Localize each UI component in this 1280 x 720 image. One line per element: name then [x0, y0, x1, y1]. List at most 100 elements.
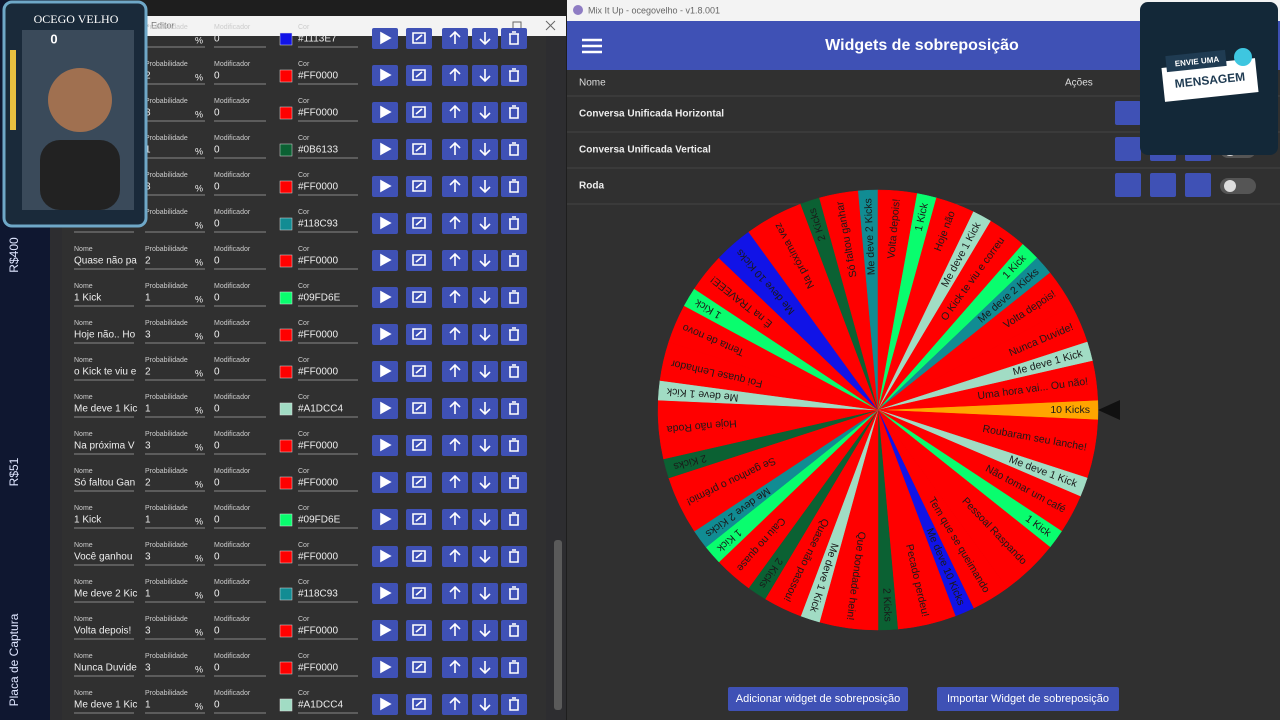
- field-value: 0: [214, 293, 220, 304]
- widget-action[interactable]: [1115, 173, 1141, 197]
- field-label: Cor: [298, 172, 310, 179]
- row: NomeProbabilidade2%Modificador0Cor#FF000…: [74, 61, 527, 86]
- field-value: 0: [214, 626, 220, 637]
- field-value: Me deve 2 Kic: [74, 589, 137, 600]
- field-label: Cor: [298, 320, 310, 327]
- field-value: 0: [214, 552, 220, 563]
- field-label: Probabilidade: [145, 542, 188, 549]
- field-label: Modificador: [214, 135, 251, 142]
- row-button-icon: [412, 661, 426, 673]
- row-button[interactable]: [501, 509, 527, 530]
- field-value: 1 Kick: [74, 515, 102, 526]
- field-label: Cor: [298, 61, 310, 68]
- field-value: 0: [214, 330, 220, 341]
- field-label: Modificador: [214, 320, 251, 327]
- field-label: Modificador: [214, 283, 251, 290]
- row-button-icon: [412, 365, 426, 377]
- row-button-icon: [380, 179, 392, 193]
- action-button[interactable]: [728, 687, 908, 711]
- row: NomeProbabilidade3%Modificador0Cor#FF000…: [74, 172, 527, 197]
- field-label: Modificador: [214, 690, 251, 697]
- widget-action[interactable]: [1115, 137, 1141, 161]
- row-button[interactable]: [501, 176, 527, 197]
- row-button-icon: [449, 141, 461, 155]
- row-button[interactable]: [501, 65, 527, 86]
- row: Nome Quase não pa Probabilidade 2 % Modificad…: [74, 246, 527, 271]
- row-button-icon: [412, 69, 426, 81]
- row-button-icon: [412, 476, 426, 488]
- row-button[interactable]: [501, 213, 527, 234]
- field-label: Modificador: [214, 542, 251, 549]
- message-badge: ENVIE UMA MENSAGEM: [1140, 2, 1278, 155]
- row-button[interactable]: [501, 139, 527, 160]
- row-button[interactable]: [501, 361, 527, 382]
- row-button[interactable]: [501, 620, 527, 641]
- field-label: Cor: [298, 505, 310, 512]
- widget-action[interactable]: [1150, 173, 1176, 197]
- row-button[interactable]: [501, 546, 527, 567]
- field-value: 0: [214, 108, 220, 119]
- field-value: 1: [145, 700, 151, 711]
- field-value: Volta depois!: [74, 626, 131, 637]
- color-swatch: [279, 217, 293, 231]
- widget-action[interactable]: [1115, 101, 1141, 125]
- field-value: #FF0000: [298, 256, 338, 267]
- percent-sign: %: [195, 479, 203, 489]
- field-value: Você ganhou: [74, 552, 132, 563]
- menu-button[interactable]: [582, 38, 602, 54]
- field-value: #A1DCC4: [298, 404, 343, 415]
- widget-action[interactable]: [1185, 173, 1211, 197]
- row-button[interactable]: [501, 657, 527, 678]
- row-button[interactable]: [501, 398, 527, 419]
- row-button-icon: [449, 363, 461, 377]
- widget-name: Roda: [579, 181, 604, 192]
- row: Nome Você ganhou Probabilidade 3 % Modificado…: [74, 542, 527, 567]
- row-button-icon: [412, 513, 426, 525]
- field-label: Nome: [74, 653, 93, 660]
- field-label: Cor: [298, 246, 310, 253]
- action-button[interactable]: [937, 687, 1119, 711]
- field-value: Quase não pa: [74, 256, 137, 267]
- field-label: Cor: [298, 468, 310, 475]
- row-button[interactable]: [501, 583, 527, 604]
- row-button-icon: [449, 696, 461, 710]
- field-value: Nunca Duvide: [74, 663, 137, 674]
- row-button[interactable]: [501, 287, 527, 308]
- action-button-label: Importar Widget de sobreposição: [947, 693, 1109, 705]
- field-label: Modificador: [214, 357, 251, 364]
- row-button-icon: [380, 586, 392, 600]
- close-button[interactable]: [545, 20, 556, 31]
- column-header: Ações: [1065, 78, 1093, 89]
- field-label: Nome: [74, 542, 93, 549]
- field-label: Modificador: [214, 61, 251, 68]
- field-value: 3: [145, 663, 151, 674]
- row-button[interactable]: [501, 250, 527, 271]
- field-label: Modificador: [214, 246, 251, 253]
- field-label: Nome: [74, 616, 93, 623]
- column-header: Nome: [579, 78, 606, 89]
- field-label: Nome: [74, 468, 93, 475]
- row-button-icon: [380, 68, 392, 82]
- percent-sign: %: [195, 72, 203, 82]
- row-button[interactable]: [501, 694, 527, 715]
- row-button-icon: [449, 511, 461, 525]
- color-swatch: [279, 476, 293, 490]
- field-label: Nome: [74, 246, 93, 253]
- row-button[interactable]: [501, 324, 527, 345]
- row-button[interactable]: [501, 102, 527, 123]
- row-button-icon: [509, 549, 519, 563]
- row-button[interactable]: [501, 472, 527, 493]
- field-label: Modificador: [214, 394, 251, 401]
- row-button[interactable]: [501, 435, 527, 456]
- side-label: R$400: [7, 237, 21, 273]
- field-value: 0: [214, 34, 220, 45]
- scrollbar[interactable]: [554, 540, 562, 710]
- percent-sign: %: [195, 590, 203, 600]
- field-value: #FF0000: [298, 71, 338, 82]
- row-button[interactable]: [501, 28, 527, 49]
- row-button-icon: [412, 328, 426, 340]
- row: Nome Hoje não.. Ho Probabilidade 3 % Modifica…: [74, 320, 527, 345]
- row: Nome Me deve 2 Kic Probabilidade 1 % Modifica…: [74, 579, 527, 604]
- field-label: Probabilidade: [145, 431, 188, 438]
